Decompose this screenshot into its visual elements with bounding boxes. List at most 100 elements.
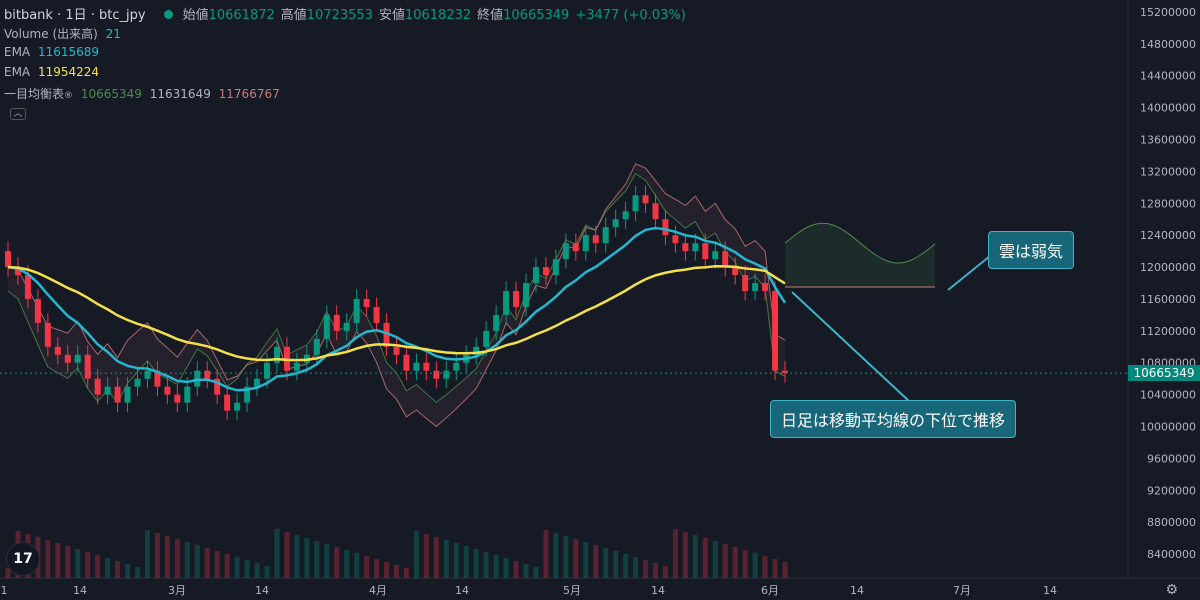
volume-bar xyxy=(344,550,350,578)
volume-bar xyxy=(75,549,81,578)
open-label: 始値 xyxy=(182,8,209,23)
x-tick-label: 6月 xyxy=(761,584,779,597)
y-tick-label: 12000000 xyxy=(1140,261,1196,274)
volume-bar xyxy=(314,541,320,578)
candle-body xyxy=(393,346,400,355)
volume-bar xyxy=(324,544,330,578)
candle-body xyxy=(652,203,659,220)
candle-body xyxy=(164,386,171,395)
volume-bar xyxy=(374,559,380,578)
candle-body xyxy=(323,314,330,339)
candle-body xyxy=(373,306,380,323)
volume-bar xyxy=(453,543,459,578)
volume-bar xyxy=(384,562,390,578)
volume-bar xyxy=(473,549,479,578)
y-tick-label: 15200000 xyxy=(1140,6,1196,19)
y-tick-label: 8400000 xyxy=(1147,548,1196,561)
candle-body xyxy=(612,219,619,228)
candle-body xyxy=(433,370,440,379)
ema-fast-value: 11615689 xyxy=(37,45,100,59)
volume-bar xyxy=(423,534,429,578)
x-tick-label: 5月 xyxy=(563,584,581,597)
candle-body xyxy=(333,314,340,331)
volume-bar xyxy=(105,558,111,578)
volume-bar xyxy=(194,545,200,578)
volume-bar xyxy=(653,563,658,578)
ma-annotation: 日足は移動平均線の下位で推移 xyxy=(770,400,1017,438)
candle-body xyxy=(542,267,549,276)
candle-body xyxy=(353,298,360,323)
volume-bar xyxy=(234,557,240,578)
candle-body xyxy=(562,243,569,260)
volume-bar xyxy=(782,562,788,578)
candle-body xyxy=(772,290,779,371)
volume-bar xyxy=(403,568,409,578)
span-b-line xyxy=(7,163,786,428)
high-label: 高値 xyxy=(280,8,307,23)
volume-bar xyxy=(762,556,768,578)
candle-body xyxy=(602,227,609,244)
volume-bar xyxy=(5,568,11,578)
volume-bar xyxy=(583,542,589,578)
volume-bar xyxy=(603,548,609,578)
candle-body xyxy=(582,235,589,252)
candle-body xyxy=(632,195,639,212)
tradingview-logo[interactable]: 17 xyxy=(6,542,40,576)
symbol-title[interactable]: bitbank · 1日 · btc_jpy xyxy=(4,8,146,23)
candle-body xyxy=(124,386,131,403)
candle-body xyxy=(642,195,649,204)
x-tick-label: 14 xyxy=(455,584,469,597)
candle-body xyxy=(503,290,510,315)
ichimoku-legend[interactable]: 一目均衡表® 10665349 11631649 11766767 xyxy=(4,85,280,102)
collapse-legend-icon[interactable]: ︿ xyxy=(10,108,26,120)
volume-bar xyxy=(483,552,489,578)
volume-bar xyxy=(174,539,180,578)
x-tick-label: 14 xyxy=(73,584,87,597)
volume-bar xyxy=(264,566,270,578)
candle-body xyxy=(752,283,759,291)
y-tick-label: 9600000 xyxy=(1147,452,1196,465)
volume-bar xyxy=(135,567,140,578)
y-tick-label: 14000000 xyxy=(1140,102,1196,115)
candle-body xyxy=(692,243,699,252)
candle-body xyxy=(134,378,141,387)
volume-bar xyxy=(573,539,579,578)
ichimoku-value-2: 11631649 xyxy=(149,87,211,101)
volume-bar xyxy=(224,554,230,578)
ma-callout-pointer xyxy=(791,291,911,403)
candle-body xyxy=(732,267,739,276)
y-tick-label: 9200000 xyxy=(1147,484,1196,497)
candle-body xyxy=(702,243,709,260)
volume-bar xyxy=(772,559,778,578)
volume-bar xyxy=(662,566,668,578)
volume-bar xyxy=(543,530,549,578)
ema-fast-legend[interactable]: EMA 11615689 xyxy=(4,45,99,59)
candle-body xyxy=(662,219,669,236)
x-tick-label: 3月 xyxy=(168,584,186,597)
x-tick-label: 14 xyxy=(255,584,269,597)
volume-bar xyxy=(354,553,360,578)
volume-bar xyxy=(284,532,290,578)
future-span-a xyxy=(784,222,936,264)
volume-bar xyxy=(443,540,449,578)
candle-body xyxy=(264,362,270,379)
candle-body xyxy=(473,346,480,355)
candle-body xyxy=(592,235,599,244)
volume-bar xyxy=(742,550,748,578)
candle-body xyxy=(513,290,520,307)
cloud-annotation: 雲は弱気 xyxy=(988,231,1075,269)
candle-body xyxy=(44,322,51,347)
ema-slow-legend[interactable]: EMA 11954224 xyxy=(4,65,99,79)
x-tick-label: 14 xyxy=(651,584,665,597)
settings-gear-icon[interactable]: ⚙ xyxy=(1165,582,1178,598)
ema-fast-label: EMA xyxy=(4,45,31,59)
candle-body xyxy=(84,354,91,379)
candle-body xyxy=(712,251,719,260)
reg-mark: ® xyxy=(64,91,74,101)
volume-legend[interactable]: Volume (出来高) 21 xyxy=(4,25,121,42)
ema-slow-label: EMA xyxy=(4,65,31,79)
candle-body xyxy=(672,235,679,244)
candle-body xyxy=(483,330,490,347)
candle-body xyxy=(443,370,450,379)
